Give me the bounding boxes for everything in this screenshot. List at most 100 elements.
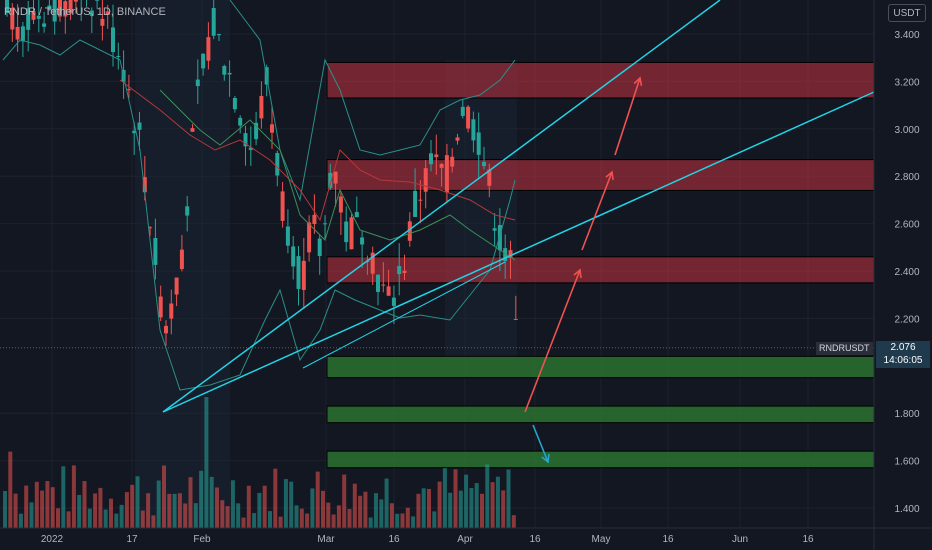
candle-body bbox=[513, 319, 518, 321]
candle-body bbox=[42, 23, 47, 27]
volume-bar bbox=[411, 516, 416, 528]
candle-body bbox=[423, 168, 428, 192]
resistance-zone bbox=[326, 256, 875, 284]
volume-bar bbox=[474, 483, 479, 528]
candle-body bbox=[471, 119, 476, 141]
volume-bar bbox=[230, 480, 235, 528]
volume-bar bbox=[448, 492, 453, 528]
volume-bar bbox=[262, 485, 267, 528]
candle-body bbox=[254, 122, 259, 140]
y-tick-label: 3.400 bbox=[894, 30, 919, 41]
trendline bbox=[302, 261, 506, 369]
volume-bar bbox=[352, 483, 357, 528]
candle-body bbox=[179, 249, 184, 270]
candle-body bbox=[376, 274, 380, 292]
currency-button[interactable]: USDT bbox=[888, 4, 926, 22]
x-tick-label: Jun bbox=[732, 534, 748, 545]
candle-body bbox=[201, 53, 206, 69]
volume-bar bbox=[45, 481, 50, 528]
volume-bar bbox=[209, 476, 214, 528]
candle-body bbox=[270, 124, 274, 133]
upper-band bbox=[229, 0, 516, 202]
candle-body bbox=[243, 133, 248, 147]
y-tick-label: 2.600 bbox=[894, 220, 919, 231]
candle-body bbox=[73, 0, 78, 2]
x-tick-label: 16 bbox=[662, 534, 674, 545]
volume-bar bbox=[93, 493, 98, 528]
candle-body bbox=[126, 89, 131, 91]
candle-body bbox=[52, 0, 57, 22]
candle-body bbox=[476, 132, 481, 155]
candle-body bbox=[26, 8, 31, 30]
volume-bar bbox=[506, 469, 511, 528]
trendline bbox=[162, 0, 721, 413]
volume-bar bbox=[374, 493, 378, 528]
candle-body bbox=[323, 223, 327, 225]
bar-countdown: 14:06:05 bbox=[883, 355, 923, 366]
candle-body bbox=[47, 5, 52, 11]
volume-bar bbox=[87, 508, 92, 528]
candle-body bbox=[238, 117, 243, 126]
volume-bar bbox=[246, 485, 251, 528]
volume-bar bbox=[511, 515, 516, 528]
projection-arrow-shaft bbox=[614, 77, 641, 156]
candle-body bbox=[195, 79, 200, 87]
x-tick-label: 16 bbox=[388, 534, 400, 545]
x-tick-label: May bbox=[592, 534, 611, 545]
resistance-zone bbox=[326, 159, 875, 191]
y-tick-label: 1.600 bbox=[894, 457, 919, 468]
candle-body bbox=[15, 26, 20, 40]
volume-bar bbox=[315, 471, 320, 528]
volume-bar bbox=[8, 451, 13, 528]
candle-body bbox=[503, 248, 508, 262]
volume-bar bbox=[61, 466, 66, 528]
volume-bar bbox=[331, 514, 336, 528]
chart-title: RNDR / TetherUS, 1D, BINANCE bbox=[4, 6, 166, 18]
highlight-range bbox=[445, 60, 517, 360]
lower-band bbox=[2, 39, 516, 391]
volume-bar bbox=[310, 488, 315, 528]
support-zone bbox=[326, 450, 875, 469]
candle-body bbox=[174, 277, 179, 295]
volume-bar bbox=[40, 490, 45, 528]
volume-bar bbox=[71, 465, 76, 528]
x-tick-label: Feb bbox=[193, 534, 211, 545]
volume-bar bbox=[363, 491, 368, 528]
candle-body bbox=[349, 217, 354, 250]
last-price-box: 2.076 14:06:05 bbox=[876, 341, 930, 368]
volume-bar bbox=[321, 490, 325, 528]
candle-body bbox=[116, 55, 121, 57]
candle-body bbox=[291, 246, 296, 267]
projection-arrow-shaft bbox=[532, 424, 549, 463]
volume-bar bbox=[289, 481, 294, 528]
volume-bar bbox=[56, 508, 60, 528]
volume-bar bbox=[193, 503, 198, 528]
volume-bar bbox=[278, 516, 283, 528]
candle-body bbox=[482, 161, 486, 167]
volume-bar bbox=[501, 490, 506, 528]
candle-body bbox=[296, 256, 301, 289]
candle-body bbox=[31, 11, 36, 20]
volume-bar bbox=[140, 510, 145, 528]
candle-body bbox=[132, 130, 137, 134]
volume-bar bbox=[469, 488, 474, 528]
candle-body bbox=[413, 190, 418, 217]
candle-body bbox=[211, 8, 216, 36]
candle-body bbox=[397, 266, 402, 275]
y-tick-label: 2.200 bbox=[894, 314, 919, 325]
volume-bar bbox=[77, 494, 82, 528]
candle-body bbox=[169, 303, 174, 319]
volume-bar bbox=[268, 511, 272, 528]
candle-body bbox=[301, 260, 306, 290]
volume-bar bbox=[416, 493, 421, 528]
volume-bar bbox=[124, 492, 129, 528]
projection-arrow-shaft bbox=[581, 171, 613, 251]
basis-line bbox=[159, 89, 516, 261]
volume-bar bbox=[3, 491, 7, 528]
volume-bar bbox=[34, 481, 39, 528]
y-tick-label: 2.800 bbox=[894, 172, 919, 183]
volume-bar bbox=[103, 509, 108, 528]
volume-bar bbox=[427, 488, 431, 528]
candle-body bbox=[36, 15, 41, 19]
